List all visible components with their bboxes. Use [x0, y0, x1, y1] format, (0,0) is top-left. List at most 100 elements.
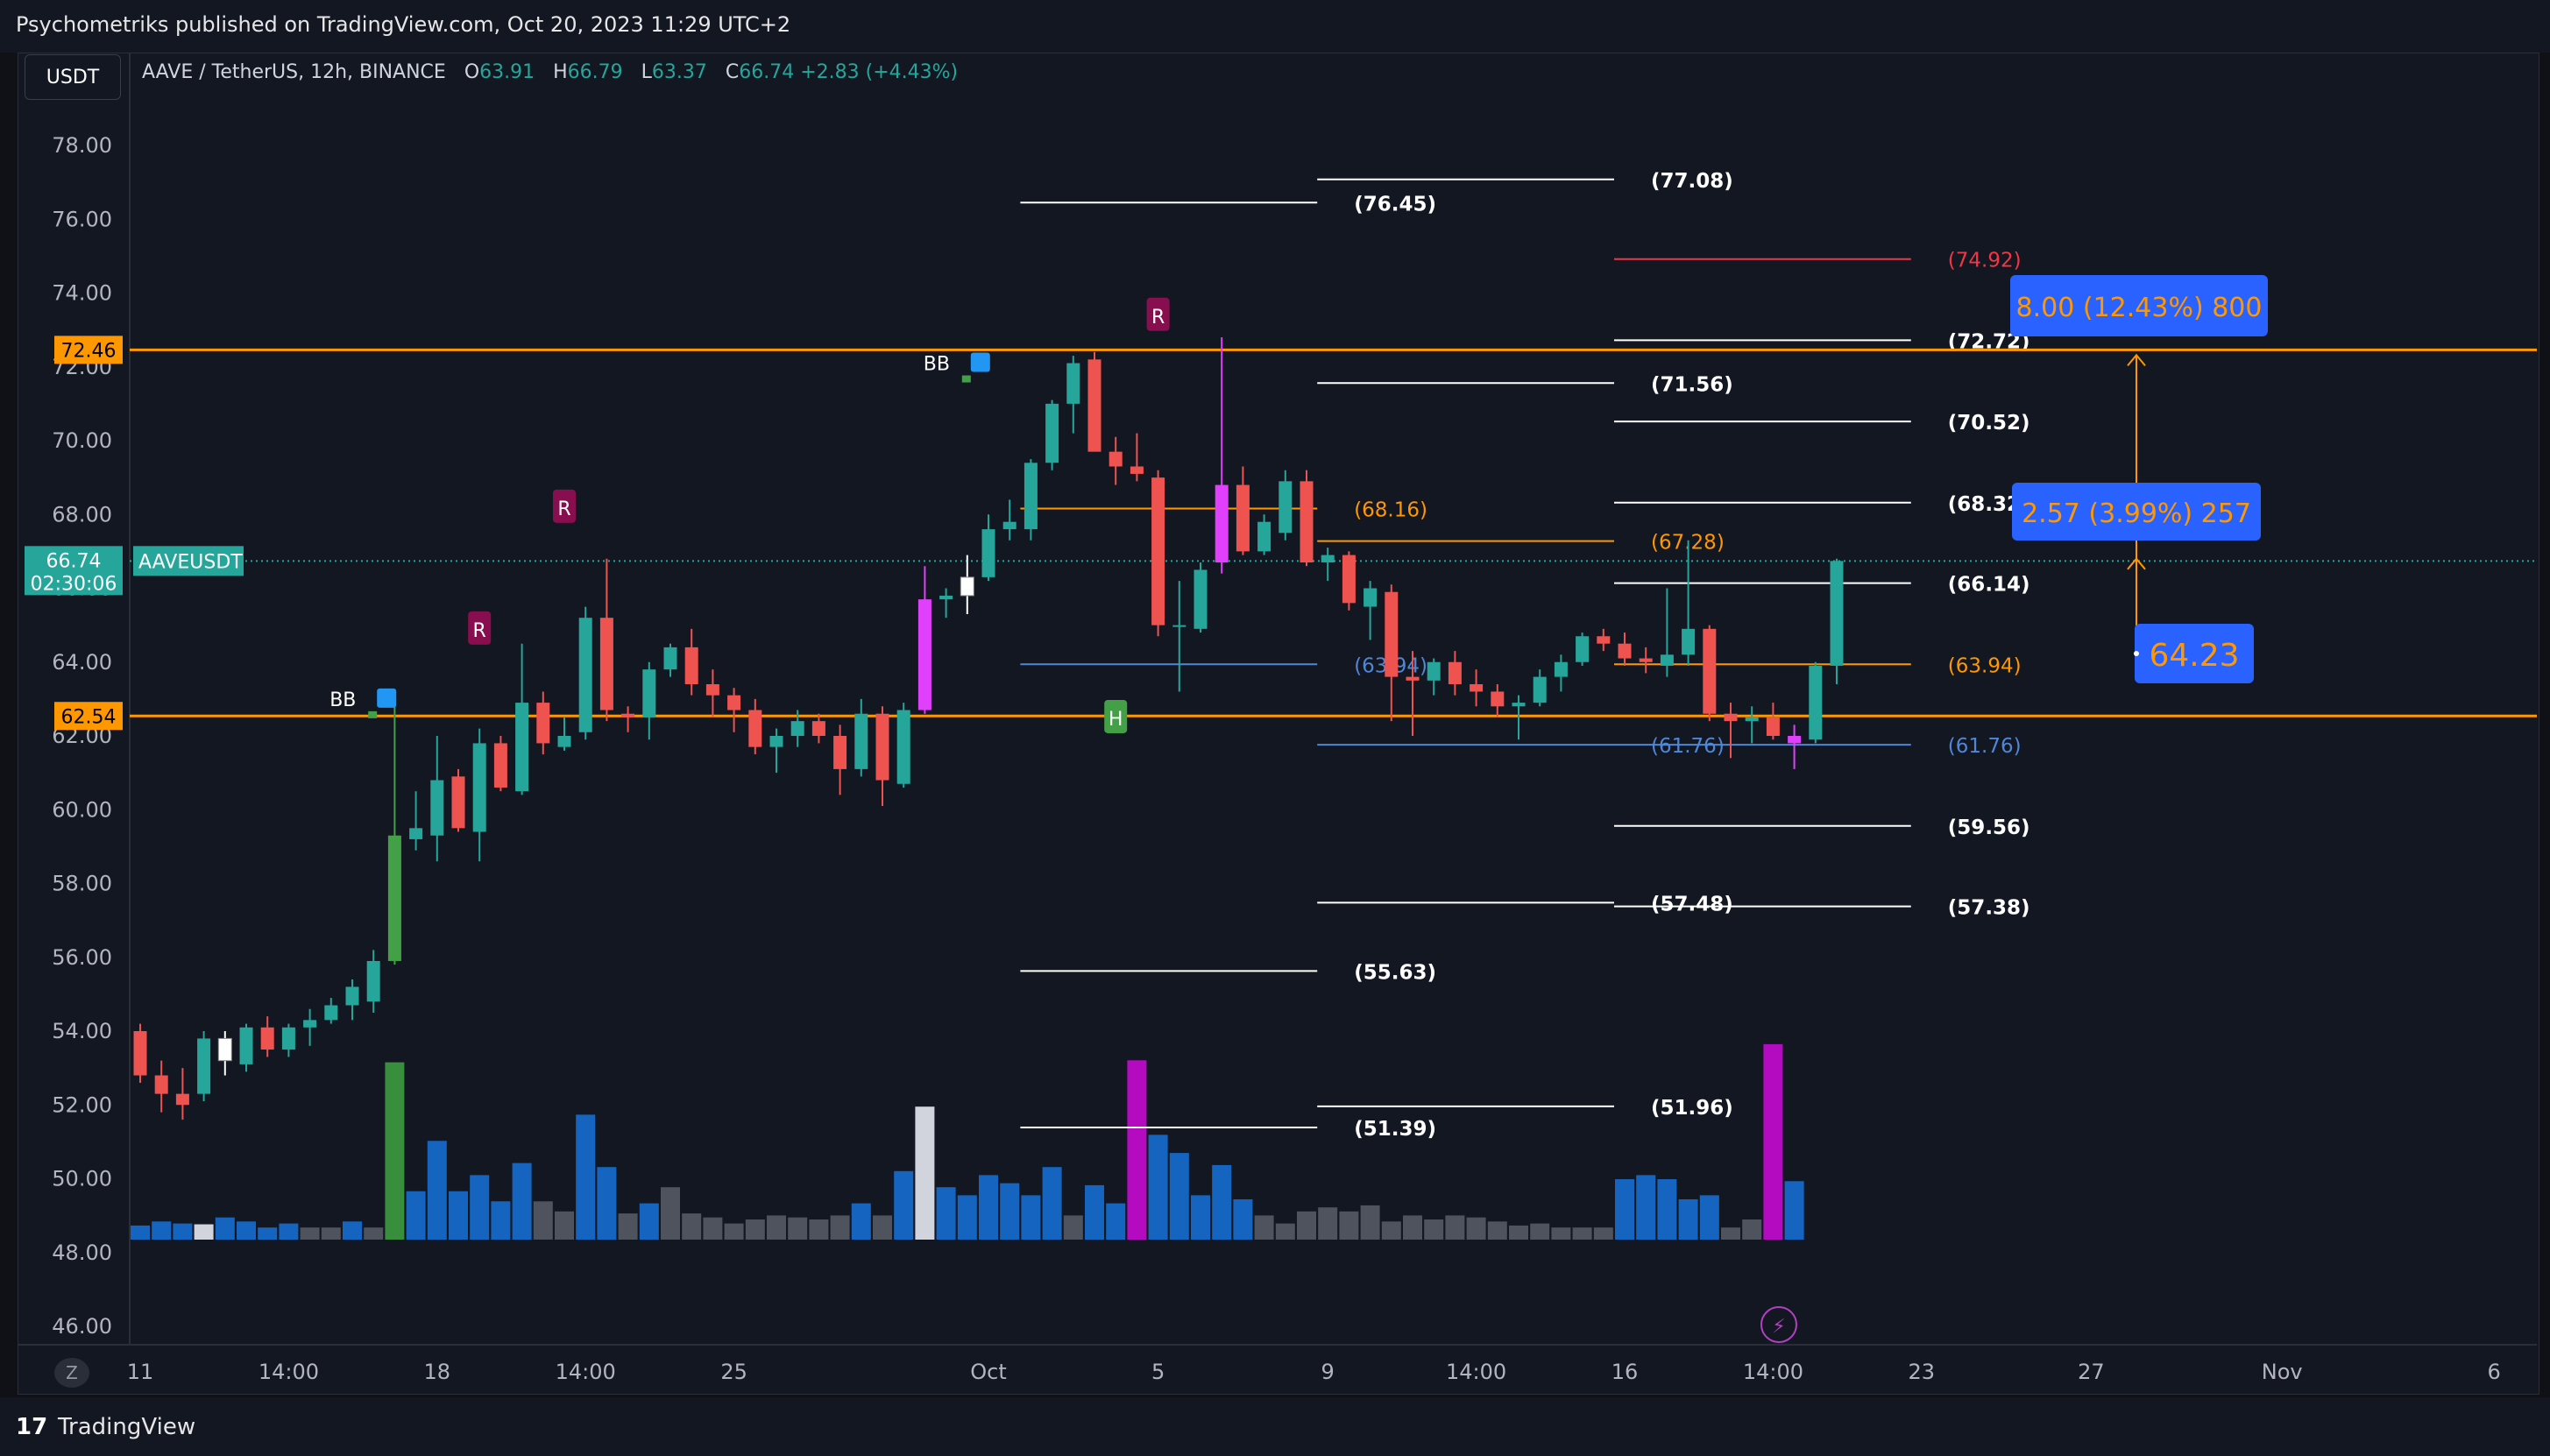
legend-symbol[interactable]: AAVE / TetherUS, 12h, BINANCE — [142, 61, 446, 83]
volume-bar — [1381, 1221, 1401, 1240]
candle-body — [536, 703, 550, 744]
volume-bar — [555, 1211, 574, 1240]
candle-body — [197, 1038, 211, 1094]
x-tick-label: 25 — [720, 1360, 747, 1384]
candle-body — [1639, 658, 1653, 662]
volume-bar — [406, 1191, 426, 1240]
volume-bar — [1021, 1195, 1041, 1240]
candle-body — [239, 1027, 253, 1064]
signal-marker-label: R — [1151, 307, 1165, 329]
legend-high-value: 66.79 — [567, 61, 623, 83]
volume-bar — [1445, 1215, 1465, 1240]
projection-arrow-icon — [2127, 353, 2146, 367]
x-tick-label: 11 — [127, 1360, 154, 1384]
candle-body — [1745, 717, 1759, 722]
x-tick-label: 27 — [2078, 1360, 2105, 1384]
legend-high-label: H — [553, 61, 568, 83]
volume-bar — [661, 1187, 680, 1240]
volume-bar — [851, 1203, 871, 1240]
candle-body — [684, 647, 698, 685]
level-axis-label: 62.54 — [61, 706, 117, 728]
pivot-label: (59.56) — [1948, 816, 2030, 839]
x-tick-label: Oct — [970, 1360, 1007, 1384]
candle-body — [1576, 636, 1590, 662]
volume-bar — [237, 1221, 256, 1240]
candle-body — [1364, 588, 1378, 607]
y-tick-label: 54.00 — [52, 1019, 112, 1043]
volume-bar — [1403, 1215, 1422, 1240]
level-axis-label: 72.46 — [61, 340, 117, 362]
volume-bar — [1678, 1199, 1698, 1240]
lightning-icon — [1760, 1306, 1797, 1343]
volume-bar — [1742, 1219, 1762, 1240]
y-tick-label: 76.00 — [52, 207, 112, 231]
projection-anchor-dot — [2134, 651, 2139, 656]
candle-body — [1130, 466, 1144, 474]
candle-body — [1066, 363, 1080, 404]
volume-bar — [1551, 1227, 1571, 1240]
volume-bar — [258, 1227, 278, 1240]
x-tick-label: Nov — [2262, 1360, 2303, 1384]
pivot-label: (57.48) — [1651, 893, 1733, 915]
candle-body — [599, 618, 613, 710]
candle-body — [790, 721, 804, 736]
candle-body — [303, 1020, 317, 1028]
candle-body — [1491, 691, 1505, 707]
current-price-label: 66.74 — [46, 550, 102, 572]
legend-close-label: C — [725, 61, 740, 83]
candle-body — [324, 1005, 338, 1021]
volume-bar — [1657, 1179, 1677, 1240]
candle-body — [1194, 569, 1208, 629]
candle-body — [621, 713, 635, 717]
pivot-label: (61.76) — [1651, 735, 1725, 758]
candle-body — [1703, 628, 1717, 714]
candle-body — [1406, 676, 1420, 681]
volume-bar — [1699, 1195, 1719, 1240]
candle-body — [748, 710, 762, 747]
candle-body — [345, 986, 359, 1006]
volume-bar — [1615, 1179, 1634, 1240]
candle-body — [1342, 555, 1356, 604]
candle-body — [875, 713, 889, 781]
volume-bar — [491, 1201, 511, 1240]
candle-body — [1024, 463, 1038, 530]
candle-body — [387, 835, 401, 961]
projection-mid-label: 2.57 (3.99%) 257 — [2022, 498, 2251, 529]
x-tick-label: 23 — [1909, 1360, 1936, 1384]
volume-bar — [788, 1217, 808, 1240]
candle-body — [981, 529, 995, 577]
candle-body — [896, 710, 910, 784]
volume-bar — [1063, 1215, 1083, 1240]
volume-bar — [173, 1223, 193, 1240]
signal-marker-label: H — [1109, 709, 1123, 731]
x-tick-label: 14:00 — [259, 1360, 319, 1384]
candle-body — [1809, 665, 1823, 740]
volume-bar — [1000, 1183, 1020, 1240]
bb-flag-icon — [377, 688, 397, 708]
candle-body — [811, 721, 825, 736]
volume-bar — [1297, 1211, 1316, 1240]
candle-body — [1172, 625, 1186, 627]
symbol-tag — [133, 546, 244, 576]
volume-bar — [682, 1213, 702, 1240]
candle-body — [1087, 359, 1101, 452]
candle-body — [1279, 481, 1293, 534]
publish-info: Psychometriks published on TradingView.c… — [16, 12, 791, 37]
candle-body — [1682, 628, 1696, 655]
volume-bar — [873, 1215, 892, 1240]
tradingview-logo-text[interactable]: TradingView — [58, 1414, 196, 1440]
candle-body — [960, 576, 974, 597]
volume-bar — [936, 1187, 956, 1240]
candle-body — [1257, 521, 1271, 552]
currency-unit-button[interactable]: USDT — [25, 54, 121, 100]
volume-bar — [1042, 1167, 1062, 1240]
zoom-button[interactable]: Z — [54, 1358, 89, 1388]
volume-bar — [1169, 1153, 1189, 1240]
volume-bar — [1466, 1217, 1486, 1240]
candle-body — [1448, 661, 1462, 685]
candle-body — [1788, 736, 1802, 744]
pivot-label: (51.39) — [1354, 1118, 1436, 1141]
candle-body — [557, 736, 571, 747]
candle-body — [1321, 555, 1335, 563]
